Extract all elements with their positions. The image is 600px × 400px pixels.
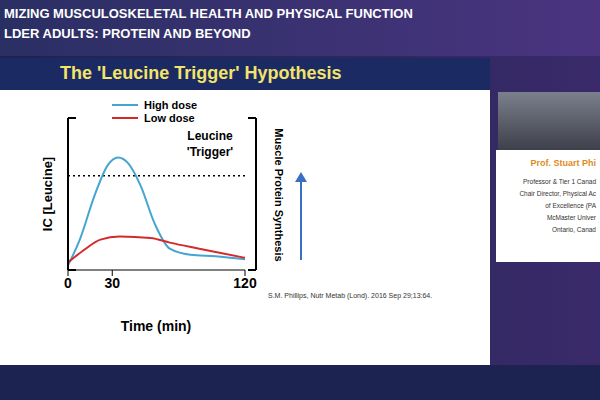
- html-text:Leucine: Leucine: [187, 129, 233, 143]
- html-text:Ontario, Canad: Ontario, Canad: [551, 226, 596, 233]
- html-text:High dose: High dose: [144, 98, 198, 111]
- svg-text:0: 0: [64, 275, 72, 291]
- html-text:of Excellence (PA: of Excellence (PA: [545, 202, 596, 209]
- html-text:Low dose: Low dose: [144, 111, 195, 124]
- svg-text:30: 30: [104, 275, 120, 291]
- html-text:IC [Leucine]: IC [Leucine]: [40, 156, 55, 232]
- html-text:Prof. Stuart Phi: Prof. Stuart Phi: [530, 158, 596, 168]
- html-text:The 'Leucine Trigger' Hypothes: The 'Leucine Trigger' Hypothesis: [60, 63, 342, 83]
- html-text:MIZING MUSCULOSKELETAL HEALTH: MIZING MUSCULOSKELETAL HEALTH AND PHYSIC…: [4, 6, 413, 21]
- html-text:S.M. Phillips, Nutr Metab (Lon: S.M. Phillips, Nutr Metab (Lond). 2016 S…: [268, 292, 433, 299]
- html-text:Muscle Protein Synthesis: Muscle Protein Synthesis: [273, 128, 285, 262]
- html-text:Professor & Tier 1 Canad: Professor & Tier 1 Canad: [523, 178, 596, 185]
- html-text:McMaster Univer: McMaster Univer: [546, 214, 596, 221]
- html-text:Time (min): Time (min): [120, 318, 192, 334]
- svg-text:120: 120: [233, 275, 257, 291]
- html-text:'Trigger': 'Trigger': [186, 145, 234, 159]
- html-text:LDER ADULTS: PROTEIN AND BEYON: LDER ADULTS: PROTEIN AND BEYOND: [4, 26, 251, 41]
- html-text:Chair Director, Physical Ac: Chair Director, Physical Ac: [519, 190, 596, 197]
